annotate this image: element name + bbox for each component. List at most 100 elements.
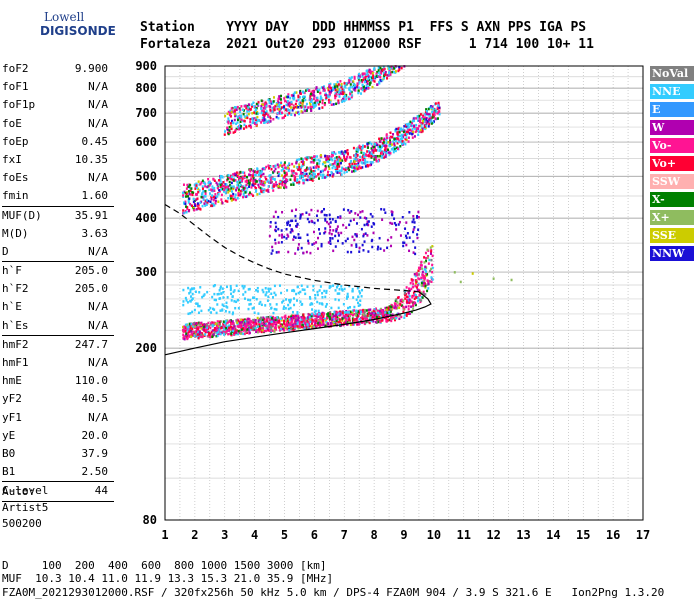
echo-point bbox=[367, 146, 370, 149]
echo-point bbox=[320, 86, 323, 89]
echo-point bbox=[374, 320, 377, 324]
echo-point bbox=[222, 190, 225, 193]
echo-point bbox=[280, 229, 283, 232]
echo-point bbox=[372, 309, 375, 313]
echo-point bbox=[366, 220, 369, 223]
echo-point bbox=[430, 276, 433, 279]
echo-point bbox=[264, 329, 267, 333]
echo-point bbox=[329, 174, 332, 177]
echo-point bbox=[423, 124, 426, 127]
echo-point bbox=[349, 97, 352, 100]
echo-point bbox=[364, 160, 367, 164]
echo-point bbox=[317, 309, 320, 313]
echo-point bbox=[185, 195, 188, 198]
profile-solid bbox=[164, 291, 432, 356]
echo-point bbox=[320, 319, 323, 322]
echo-point bbox=[255, 322, 258, 326]
param-row: MUF(D) 35.91 bbox=[2, 208, 108, 222]
echo-point bbox=[219, 287, 222, 290]
echo-point bbox=[247, 179, 250, 182]
echo-point bbox=[263, 102, 266, 106]
echo-point bbox=[277, 165, 280, 169]
echo-point bbox=[304, 89, 307, 92]
echo-point bbox=[212, 333, 215, 336]
echo-point bbox=[244, 324, 247, 328]
echo-point bbox=[229, 115, 232, 118]
echo-point bbox=[433, 120, 436, 123]
echo-point bbox=[282, 116, 285, 119]
echo-point bbox=[203, 181, 206, 184]
echo-point bbox=[244, 180, 247, 183]
echo-point bbox=[226, 188, 229, 191]
x-tick-label: 5 bbox=[281, 528, 288, 542]
echo-point bbox=[279, 98, 282, 101]
echo-point bbox=[242, 195, 245, 199]
echo-point bbox=[216, 324, 219, 327]
echo-point bbox=[197, 304, 200, 308]
echo-point bbox=[285, 108, 288, 111]
echo-point bbox=[311, 302, 314, 306]
echo-point bbox=[371, 85, 374, 89]
echo-point bbox=[342, 314, 345, 317]
echo-point bbox=[230, 332, 233, 335]
echo-point bbox=[183, 190, 186, 194]
echo-point bbox=[216, 293, 219, 296]
echo-point bbox=[383, 137, 386, 141]
echo-point bbox=[240, 105, 243, 108]
echo-point bbox=[208, 333, 211, 337]
echo-point bbox=[338, 162, 341, 165]
echo-point bbox=[221, 287, 224, 290]
echo-point bbox=[319, 315, 322, 319]
echo-point bbox=[281, 301, 284, 304]
echo-point bbox=[283, 161, 286, 164]
echo-point bbox=[234, 129, 237, 132]
echo-point bbox=[288, 104, 291, 108]
echo-point bbox=[372, 68, 375, 71]
echo-point bbox=[316, 101, 319, 104]
echo-point bbox=[329, 242, 332, 245]
echo-point bbox=[406, 127, 409, 130]
echo-point bbox=[271, 186, 274, 190]
echo-point bbox=[242, 171, 245, 174]
echo-point bbox=[374, 142, 377, 146]
echo-point bbox=[302, 105, 305, 108]
echo-point bbox=[290, 113, 293, 116]
echo-point bbox=[341, 152, 344, 155]
echo-point bbox=[425, 122, 428, 125]
echo-point bbox=[363, 72, 366, 75]
echo-point bbox=[325, 166, 328, 169]
echo-point bbox=[314, 297, 317, 300]
echo-point bbox=[382, 71, 385, 75]
echo-point bbox=[313, 326, 316, 330]
echo-point bbox=[268, 181, 271, 184]
echo-point bbox=[389, 310, 392, 313]
echo-point bbox=[382, 156, 385, 159]
echo-point bbox=[298, 325, 301, 328]
echo-point bbox=[204, 189, 207, 193]
echo-point bbox=[347, 97, 350, 101]
echo-point bbox=[290, 320, 293, 324]
echo-point bbox=[341, 166, 344, 170]
echo-point bbox=[281, 210, 284, 214]
echo-point bbox=[297, 291, 300, 295]
echo-point bbox=[421, 127, 424, 131]
echo-point bbox=[200, 195, 203, 199]
echo-point bbox=[300, 160, 303, 164]
echo-point bbox=[420, 264, 423, 267]
echo-point bbox=[237, 289, 240, 293]
echo-point bbox=[373, 317, 376, 320]
echo-point bbox=[345, 317, 348, 321]
echo-point bbox=[254, 118, 257, 122]
echo-point bbox=[242, 332, 245, 336]
echo-point bbox=[241, 284, 244, 288]
echo-point bbox=[285, 100, 288, 104]
echo-point bbox=[417, 228, 420, 231]
echo-point bbox=[351, 309, 354, 312]
echo-point bbox=[331, 237, 334, 240]
echo-point bbox=[299, 104, 302, 108]
echo-point bbox=[277, 227, 280, 231]
echo-point bbox=[333, 323, 336, 327]
echo-point bbox=[324, 319, 327, 322]
echo-point bbox=[236, 321, 239, 324]
echo-point bbox=[287, 235, 290, 238]
